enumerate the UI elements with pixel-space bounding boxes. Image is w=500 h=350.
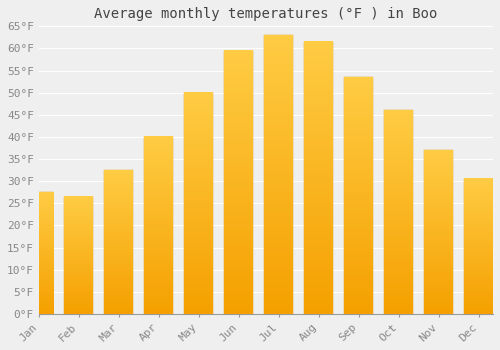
Bar bbox=[224, 51, 253, 314]
Title: Average monthly temperatures (°F ) in Boo: Average monthly temperatures (°F ) in Bo… bbox=[94, 7, 438, 21]
Bar bbox=[104, 170, 133, 314]
Bar bbox=[384, 110, 413, 314]
Bar bbox=[264, 35, 293, 314]
Bar bbox=[464, 179, 493, 314]
Bar bbox=[144, 137, 173, 314]
Bar bbox=[344, 77, 373, 314]
Bar bbox=[304, 42, 333, 314]
Bar bbox=[24, 192, 53, 314]
Bar bbox=[184, 93, 213, 314]
Bar bbox=[64, 197, 93, 314]
Bar bbox=[424, 150, 453, 314]
